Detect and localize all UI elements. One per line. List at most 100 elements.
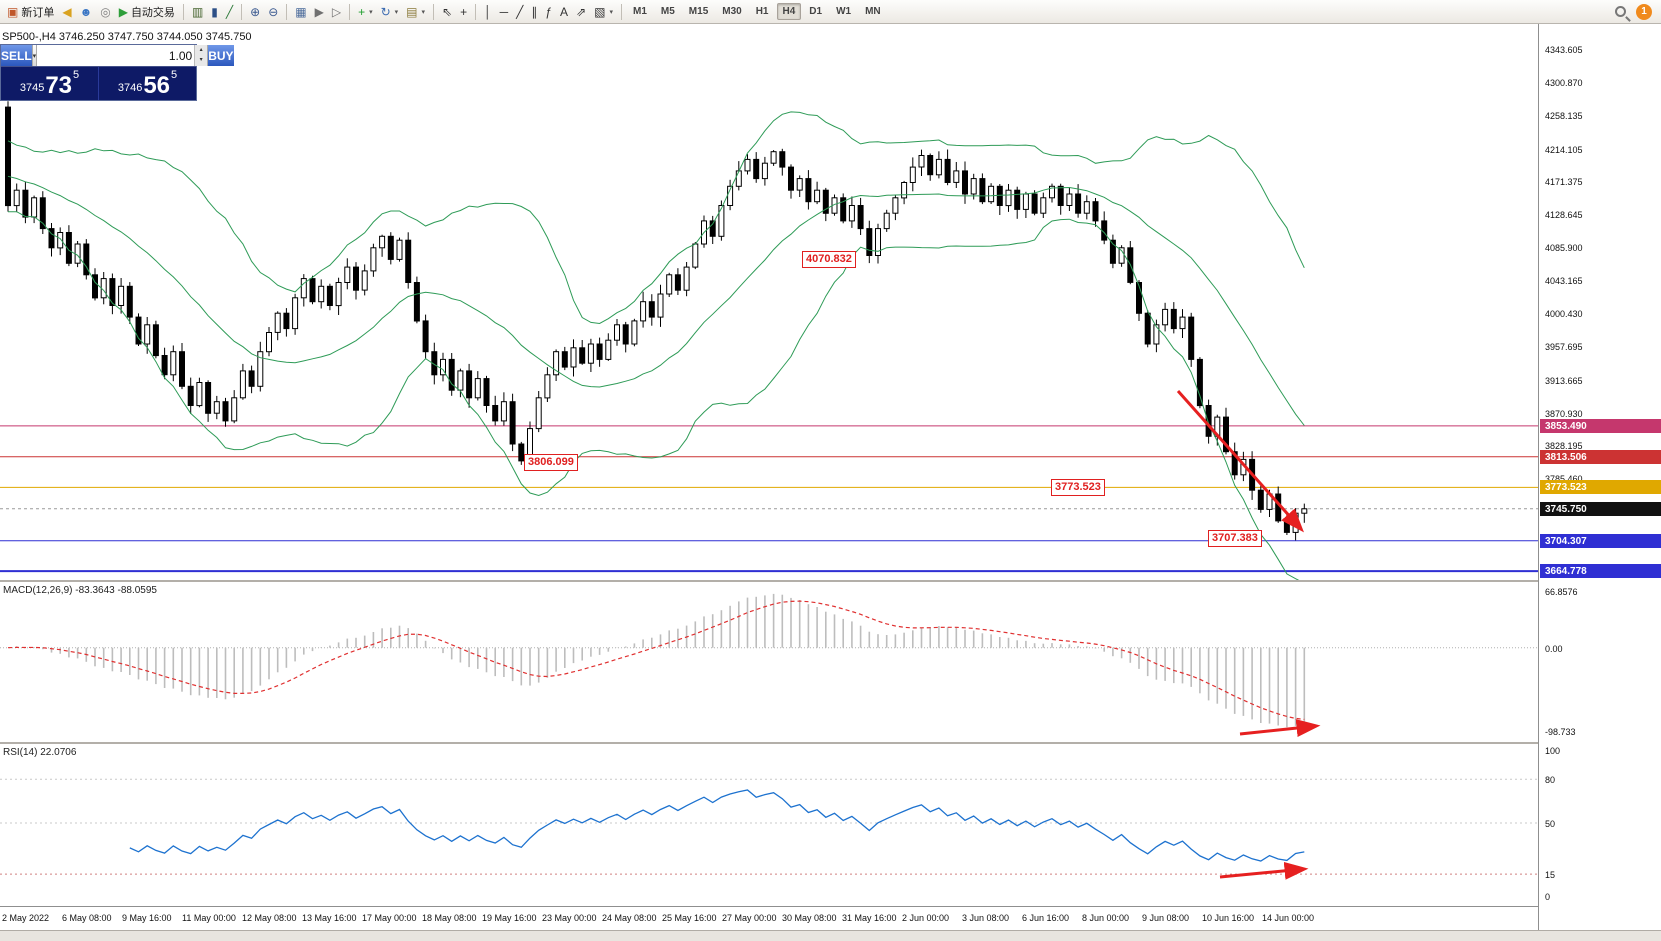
new-order-button-label: 新订单	[21, 6, 55, 19]
buy-price[interactable]: 3746 56 5	[98, 67, 196, 100]
price-level-badge: 3745.750	[1540, 502, 1661, 516]
zoom-out-button[interactable]: ⊖	[264, 2, 282, 22]
sell-button[interactable]: SELL	[1, 45, 32, 66]
profile-icon[interactable]: ☻	[76, 2, 97, 22]
search-icon[interactable]	[1615, 6, 1626, 17]
auto-scroll-button[interactable]: ▶	[311, 2, 328, 22]
toolbar-separator	[349, 3, 351, 20]
crosshair-icon: +	[460, 4, 468, 19]
templates-button[interactable]: ▤ ▾	[402, 2, 429, 22]
horizontal-line-icon: ─	[499, 4, 509, 19]
tile-windows-button[interactable]: ▦	[291, 2, 310, 22]
volume-spinner: ▴ ▾	[194, 45, 208, 66]
time-tick: 30 May 08:00	[782, 913, 837, 923]
periods-button[interactable]: ↻ ▾	[377, 2, 403, 22]
price-axis[interactable]: 4343.605 4300.870 4258.135 4214.105 4171.375…	[1538, 24, 1661, 930]
profile-icon-icon: ☻	[79, 4, 93, 19]
volume-preset-dropdown[interactable]: ▾	[31, 45, 38, 66]
rsi-axis-tick: 0	[1545, 892, 1551, 902]
shapes-button-dropdown[interactable]: ▾	[609, 8, 613, 16]
main-chart-canvas[interactable]	[0, 24, 1538, 580]
timeframe-h4-button[interactable]: H4	[776, 3, 802, 20]
fibonacci-button[interactable]: ƒ	[541, 2, 556, 22]
price-tick: 4128.645	[1545, 210, 1583, 220]
volume-increase-button[interactable]: ▴	[195, 45, 208, 56]
templates-button-dropdown[interactable]: ▾	[421, 8, 426, 16]
status-bar	[0, 930, 1661, 941]
timeframe-mn-button[interactable]: MN	[865, 6, 881, 17]
timeframe-m30-button[interactable]: M30	[722, 6, 742, 17]
bar-chart-button[interactable]: ▥	[188, 2, 207, 22]
candlestick-chart-icon: ▮	[211, 4, 218, 19]
price-object-label[interactable]: 3806.099	[524, 454, 578, 471]
sell-price[interactable]: 3745 73 5	[1, 67, 98, 100]
time-tick: 13 May 16:00	[302, 913, 357, 923]
timeframe-d1-button[interactable]: D1	[809, 6, 823, 17]
timeframe-m1-button[interactable]: M1	[632, 6, 647, 17]
megaphone-icon[interactable]: ◀	[58, 2, 75, 22]
mql-community-icon[interactable]: ◎	[96, 2, 114, 22]
cursor-button[interactable]: ⇖	[438, 2, 456, 22]
indicators-button[interactable]: + ▾	[354, 2, 377, 22]
cursor-icon: ⇖	[442, 4, 453, 19]
toolbar-separator	[475, 3, 477, 20]
volume-decrease-button[interactable]: ▾	[195, 55, 208, 66]
zoom-in-icon: ⊕	[250, 4, 261, 19]
buy-button[interactable]: BUY	[208, 45, 234, 66]
chart-shift-icon: ▷	[331, 4, 342, 19]
time-tick: 14 Jun 00:00	[1262, 913, 1315, 923]
new-order-button[interactable]: ▣ 新订单	[3, 2, 58, 22]
arrows-button[interactable]: ⇗	[572, 2, 590, 22]
macd-axis-tick: 66.8576	[1545, 587, 1578, 597]
shapes-button[interactable]: ▧ ▾	[590, 2, 617, 22]
trendline-button[interactable]: ╱	[512, 2, 527, 22]
autotrading-icon: ▶	[118, 4, 128, 19]
new-order-icon: ▣	[7, 4, 19, 19]
horizontal-line-button[interactable]: ─	[496, 2, 513, 22]
time-tick: 27 May 00:00	[722, 913, 777, 923]
timeframe-m5-button[interactable]: M5	[660, 6, 675, 17]
shapes-icon: ▧	[594, 4, 606, 19]
price-tick: 4300.870	[1545, 78, 1583, 88]
rsi-pane-canvas[interactable]	[0, 744, 1538, 906]
timeframe-m15-button[interactable]: M15	[688, 6, 709, 17]
macd-pane-splitter[interactable]	[0, 580, 1661, 582]
price-object-label[interactable]: 4070.832	[802, 251, 856, 268]
line-chart-button[interactable]: ╱	[222, 2, 237, 22]
price-level-badge: 3773.523	[1540, 480, 1661, 494]
sell-price-sup: 5	[73, 69, 80, 81]
notification-badge[interactable]: 1	[1636, 3, 1652, 20]
chart-shift-button[interactable]: ▷	[328, 2, 345, 22]
zoom-in-button[interactable]: ⊕	[246, 2, 264, 22]
indicators-button-dropdown[interactable]: ▾	[369, 8, 373, 16]
price-object-label[interactable]: 3707.383	[1208, 530, 1262, 547]
time-tick: 2 Jun 00:00	[902, 913, 950, 923]
macd-pane-canvas[interactable]	[0, 582, 1538, 742]
equidistant-channel-button[interactable]: ∥	[527, 2, 541, 22]
toolbar-separator	[286, 3, 288, 20]
price-object-label[interactable]: 3773.523	[1051, 479, 1105, 496]
periods-button-dropdown[interactable]: ▾	[394, 8, 399, 16]
volume-input[interactable]	[37, 45, 195, 66]
vertical-line-icon: │	[484, 4, 492, 19]
crosshair-button[interactable]: +	[456, 2, 471, 22]
text-label-button[interactable]: A	[556, 2, 572, 22]
price-tick: 4258.135	[1545, 111, 1583, 121]
price-tick: 4043.165	[1545, 276, 1583, 286]
vertical-line-button[interactable]: │	[480, 2, 496, 22]
buy-price-big: 56	[143, 72, 171, 99]
macd-indicator-label: MACD(12,26,9) -83.3643 -88.0595	[3, 585, 157, 596]
timeframe-h1-button[interactable]: H1	[755, 6, 769, 17]
periods-icon: ↻	[380, 4, 391, 19]
macd-axis-tick: 0.00	[1545, 644, 1563, 654]
toolbar-separator	[433, 3, 435, 20]
rsi-axis-tick: 80	[1545, 775, 1556, 785]
timeframe-w1-button[interactable]: W1	[836, 6, 852, 17]
auto-scroll-icon: ▶	[314, 4, 324, 19]
candlestick-chart-button[interactable]: ▮	[207, 2, 222, 22]
time-axis[interactable]: 2 May 2022 6 May 08:00 9 May 16:00 11 May 0…	[0, 906, 1538, 930]
time-tick: 11 May 00:00	[182, 913, 236, 923]
time-tick: 24 May 08:00	[602, 913, 657, 923]
autotrading-button[interactable]: ▶ 自动交易	[115, 2, 179, 22]
rsi-pane-splitter[interactable]	[0, 742, 1661, 744]
